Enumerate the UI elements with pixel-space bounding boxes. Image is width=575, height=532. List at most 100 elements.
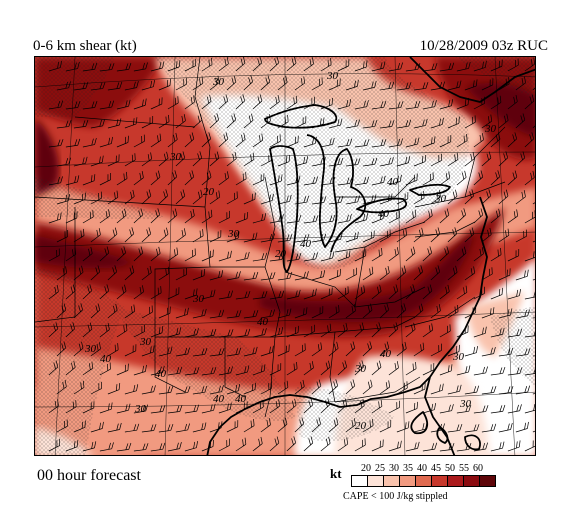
wind-barb (141, 189, 152, 205)
wind-barb (116, 208, 127, 224)
wind-barb (107, 383, 121, 395)
wind-barb (515, 113, 526, 129)
wind-barb (439, 443, 455, 452)
map-title: 0-6 km shear (kt) (33, 38, 137, 54)
wind-barb (175, 228, 186, 243)
wind-barb (439, 208, 450, 224)
wind-barb (192, 308, 207, 319)
wind-barb (243, 192, 256, 205)
wind-barb (490, 132, 501, 148)
wind-barb (286, 135, 299, 148)
wind-barb (464, 385, 480, 395)
wind-barb (498, 228, 510, 243)
wind-barb (337, 286, 349, 300)
wind-barb (507, 170, 518, 186)
wind-barb (345, 158, 361, 167)
wind-barb (209, 230, 222, 243)
wind-barb (354, 322, 365, 338)
wind-barb (201, 366, 217, 376)
wind-barb (243, 75, 254, 91)
wind-barb (141, 79, 155, 91)
wind-barb (439, 364, 453, 376)
contour-label: 40 (213, 393, 225, 405)
wind-barb (473, 326, 487, 338)
wind-barb (422, 323, 434, 338)
wind-barb (82, 246, 93, 262)
wind-barb (379, 120, 395, 129)
wind-barb (235, 437, 247, 452)
wind-barb (320, 360, 331, 376)
wind-barb (337, 59, 350, 72)
wind-barb (464, 306, 477, 319)
contour-label: 30 (459, 398, 472, 410)
wind-barb (481, 267, 493, 281)
wind-barb (515, 190, 526, 205)
wind-barb (235, 401, 248, 414)
wind-barb (413, 422, 428, 433)
wind-barb (507, 367, 523, 376)
wind-barb (422, 172, 434, 186)
contour-labels: 30 30 30 20 30 40 40 30 20 40 30 40 30 3… (84, 70, 497, 432)
wind-barb (311, 77, 323, 91)
wind-barb (82, 137, 97, 148)
valid-time-model: 10/28/2009 03z RUC (419, 38, 548, 54)
wind-barb (56, 266, 67, 281)
wind-barb (269, 290, 285, 300)
wind-barb (116, 363, 129, 376)
wind-barb (209, 151, 220, 167)
legend-swatch (399, 475, 416, 487)
wind-barb (252, 436, 263, 452)
wind-barb (82, 361, 94, 376)
contour-label: 40 (257, 316, 269, 328)
wind-barb (320, 137, 335, 148)
wind-barb (235, 211, 249, 224)
wind-barb (218, 290, 234, 300)
wind-barb (141, 424, 157, 433)
wind-barb (90, 303, 101, 319)
wind-barb (150, 170, 161, 186)
wind-barb (320, 398, 331, 414)
wind-barb (354, 285, 366, 300)
wind-barb (56, 120, 72, 129)
wind-barb (184, 95, 195, 110)
wind-barb (371, 175, 386, 186)
wind-barb (422, 208, 433, 224)
wind-barb (116, 442, 132, 452)
wind-barb (464, 189, 475, 205)
wind-barb (430, 153, 442, 167)
wind-barb (354, 100, 369, 110)
wind-barb (286, 252, 302, 262)
wind-barb (73, 228, 85, 243)
wind-barb (507, 209, 519, 224)
wind-barb (362, 379, 373, 395)
wind-barb (362, 303, 373, 319)
wind-barb (158, 385, 174, 395)
wind-barb (260, 114, 271, 129)
wind-barb (405, 209, 417, 224)
wind-barb (473, 405, 489, 414)
wind-barb (150, 365, 165, 376)
wind-barb (192, 385, 208, 395)
wind-barb (345, 231, 359, 243)
wind-barb (116, 323, 128, 338)
legend-threshold-label: 25 (375, 463, 385, 474)
wind-barb (532, 347, 535, 357)
wind-barb (303, 398, 314, 414)
wind-barb (379, 303, 390, 319)
wind-barb (192, 348, 208, 357)
wind-barb (286, 325, 299, 338)
contour-label: 30 (134, 403, 147, 415)
wind-barb (320, 287, 333, 300)
wind-barb (184, 58, 197, 72)
wind-barb (65, 400, 77, 414)
wind-barb (184, 248, 196, 262)
wind-barb (430, 265, 441, 281)
wind-barb (99, 402, 113, 414)
wind-barb (371, 399, 383, 414)
wind-barb (158, 346, 173, 357)
wind-barb (473, 208, 484, 224)
wind-barb (320, 97, 334, 110)
wind-barb (524, 210, 535, 224)
wind-barb (303, 436, 314, 452)
wind-barb (65, 211, 78, 224)
